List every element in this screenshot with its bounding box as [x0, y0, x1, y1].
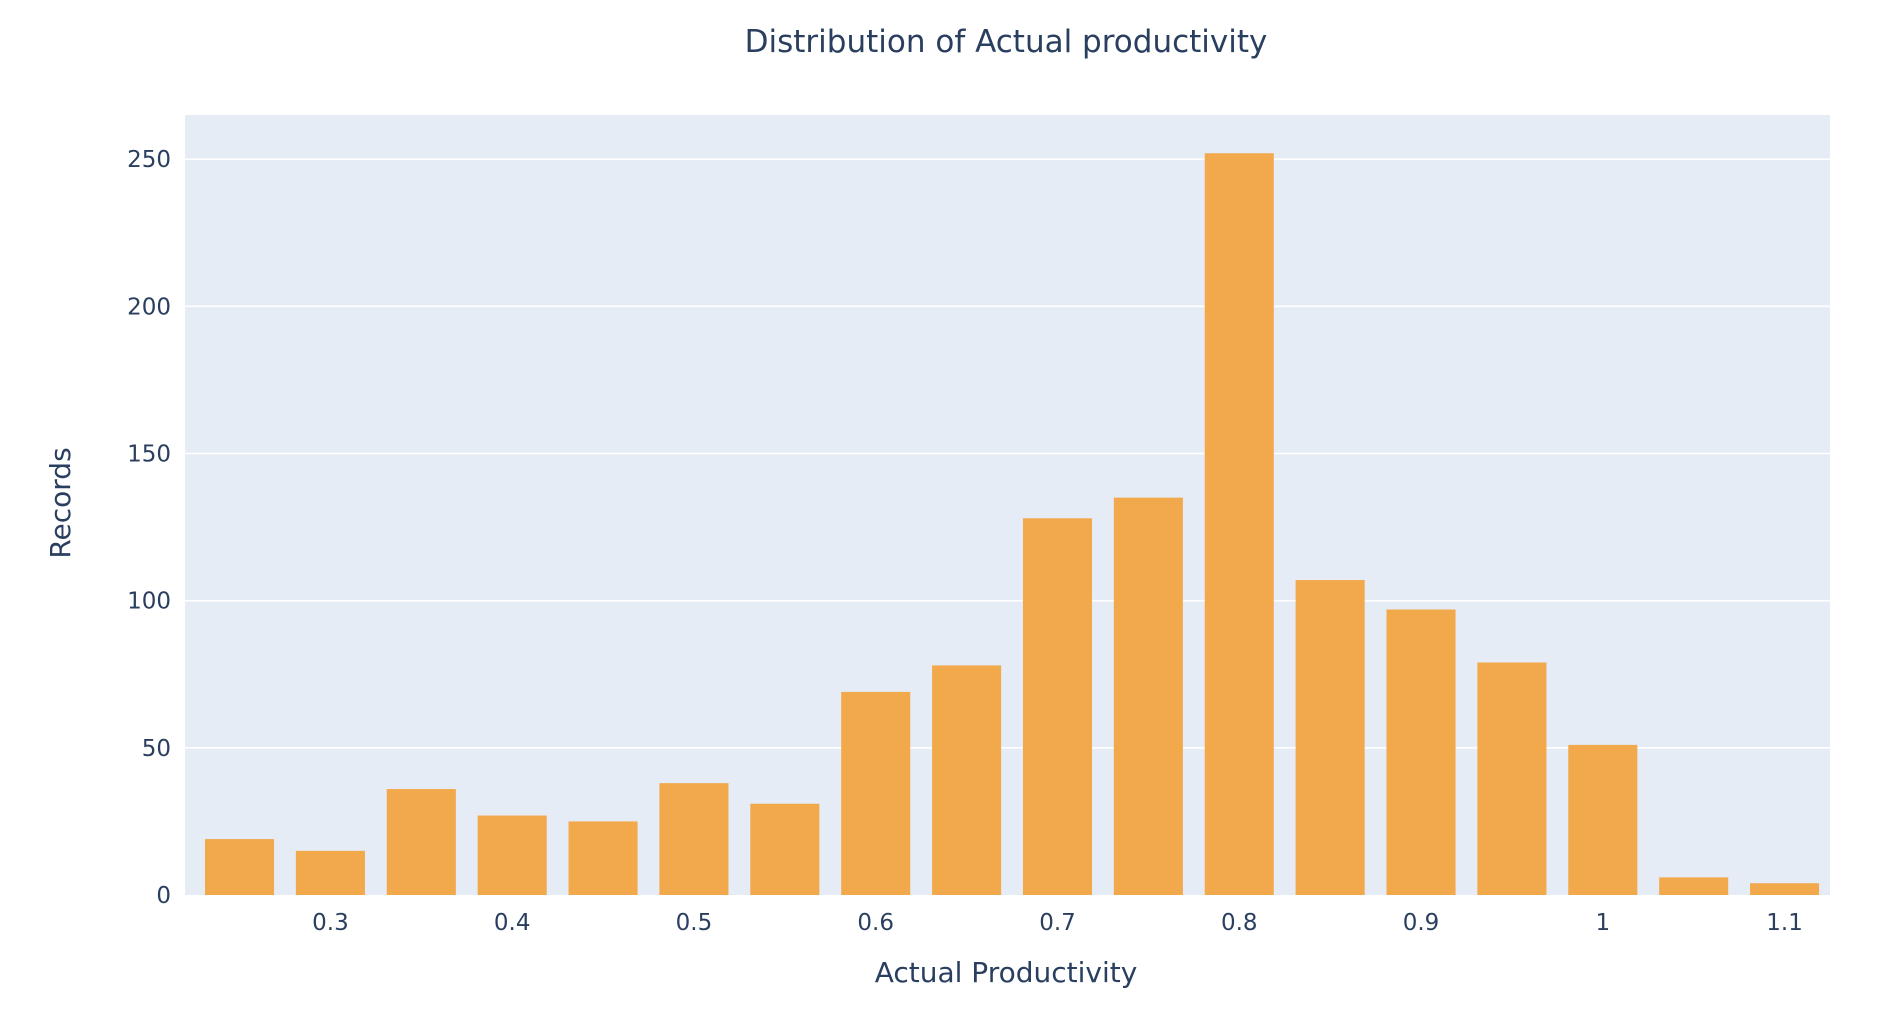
x-tick-label: 1	[1595, 910, 1610, 936]
y-tick-label: 150	[127, 441, 171, 467]
histogram-bar[interactable]	[1568, 744, 1638, 895]
histogram-bar[interactable]	[1204, 153, 1274, 895]
histogram-bar[interactable]	[1295, 580, 1365, 895]
histogram-bar[interactable]	[1022, 518, 1093, 895]
x-tick-label: 0.3	[312, 910, 349, 936]
histogram-bar[interactable]	[1750, 883, 1820, 895]
y-tick-label: 250	[127, 147, 171, 173]
y-tick-label: 100	[127, 589, 171, 615]
x-tick-label: 0.8	[1221, 910, 1258, 936]
x-axis-title: Actual Productivity	[875, 956, 1138, 989]
x-tick-label: 0.6	[857, 910, 894, 936]
y-tick-label: 200	[127, 294, 171, 320]
grid-lines	[185, 158, 1830, 749]
histogram-bar[interactable]	[1659, 877, 1729, 895]
x-axis-ticks: 0.3 0.4 0.5 0.6 0.7 0.8 0.9 1 1.1	[312, 910, 1803, 936]
y-tick-label: 0	[156, 883, 171, 909]
histogram-bar[interactable]	[750, 803, 820, 895]
histogram-bar[interactable]	[386, 789, 456, 895]
y-axis-title: Records	[44, 447, 77, 558]
histogram-bar[interactable]	[477, 815, 547, 895]
histogram-bar[interactable]	[841, 691, 911, 895]
histogram-bar[interactable]	[295, 850, 365, 895]
chart-title: Distribution of Actual productivity	[745, 24, 1268, 60]
histogram-bar[interactable]	[932, 665, 1002, 895]
histogram-bar[interactable]	[659, 783, 729, 895]
histogram-bar[interactable]	[204, 839, 275, 895]
x-tick-label: 0.9	[1403, 910, 1440, 936]
y-axis-ticks: 0 50 100 150 200 250	[127, 147, 171, 909]
histogram-bar[interactable]	[1477, 662, 1547, 895]
x-tick-label: 1.1	[1766, 910, 1803, 936]
x-tick-label: 0.7	[1039, 910, 1076, 936]
x-tick-label: 0.5	[676, 910, 713, 936]
y-tick-label: 50	[142, 736, 171, 762]
plot-area	[185, 115, 1830, 895]
histogram-bar[interactable]	[1113, 497, 1183, 895]
histogram-bar[interactable]	[1386, 609, 1456, 895]
histogram-bar[interactable]	[568, 821, 638, 895]
x-tick-label: 0.4	[494, 910, 531, 936]
bars	[204, 153, 1820, 895]
